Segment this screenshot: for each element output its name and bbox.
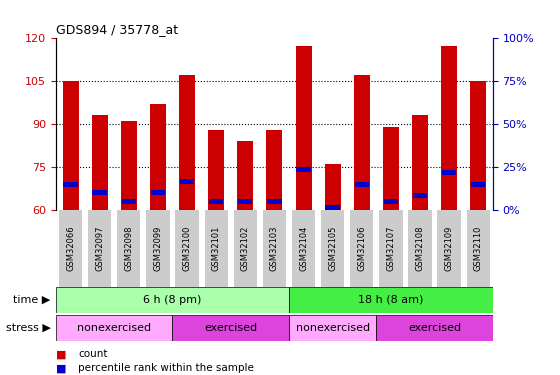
Bar (209, 199, 223, 204)
Bar (208, 129, 224, 210)
Text: GDS894 / 35778_at: GDS894 / 35778_at (56, 23, 178, 36)
Bar (121, 121, 137, 210)
Bar (325, 204, 340, 210)
Text: nonexercised: nonexercised (296, 323, 370, 333)
Bar (122, 199, 136, 204)
Bar (470, 81, 486, 210)
Bar (325, 164, 340, 210)
Bar (413, 193, 427, 198)
Bar (412, 115, 428, 210)
Text: GSM32109: GSM32109 (445, 226, 454, 271)
FancyBboxPatch shape (376, 315, 493, 341)
Text: GSM32106: GSM32106 (357, 226, 366, 271)
FancyBboxPatch shape (88, 210, 111, 287)
Text: time ▶: time ▶ (13, 295, 50, 305)
Bar (151, 190, 165, 195)
Text: GSM32097: GSM32097 (95, 226, 104, 271)
Bar (237, 141, 253, 210)
Text: 6 h (8 pm): 6 h (8 pm) (143, 295, 202, 305)
FancyBboxPatch shape (117, 210, 141, 287)
Text: count: count (78, 350, 108, 359)
Text: GSM32108: GSM32108 (416, 226, 424, 271)
FancyBboxPatch shape (263, 210, 286, 287)
Text: GSM32100: GSM32100 (183, 226, 192, 271)
Bar (384, 199, 398, 204)
Text: GSM32066: GSM32066 (66, 226, 75, 271)
Text: GSM32104: GSM32104 (299, 226, 308, 271)
FancyBboxPatch shape (56, 315, 172, 341)
Text: ■: ■ (56, 363, 67, 373)
FancyBboxPatch shape (379, 210, 403, 287)
Bar (354, 182, 369, 187)
FancyBboxPatch shape (289, 315, 376, 341)
Text: exercised: exercised (204, 323, 257, 333)
Text: nonexercised: nonexercised (77, 323, 151, 333)
FancyBboxPatch shape (59, 210, 82, 287)
Bar (92, 190, 107, 195)
Text: exercised: exercised (408, 323, 461, 333)
Text: GSM32107: GSM32107 (386, 226, 395, 271)
Text: stress ▶: stress ▶ (6, 323, 50, 333)
Text: GSM32103: GSM32103 (270, 226, 279, 271)
FancyBboxPatch shape (172, 315, 289, 341)
Text: 18 h (8 am): 18 h (8 am) (358, 295, 423, 305)
Bar (442, 170, 456, 175)
Bar (441, 46, 457, 210)
Bar (471, 182, 486, 187)
FancyBboxPatch shape (437, 210, 461, 287)
FancyBboxPatch shape (204, 210, 228, 287)
Bar (180, 178, 194, 184)
Text: GSM32101: GSM32101 (212, 226, 221, 271)
Bar (296, 46, 311, 210)
Bar (63, 81, 78, 210)
Text: GSM32098: GSM32098 (124, 226, 133, 271)
Text: GSM32105: GSM32105 (328, 226, 337, 271)
FancyBboxPatch shape (321, 210, 344, 287)
FancyBboxPatch shape (234, 210, 257, 287)
Bar (92, 115, 108, 210)
FancyBboxPatch shape (175, 210, 199, 287)
Bar (296, 167, 311, 172)
Text: ■: ■ (56, 350, 67, 359)
Bar (63, 182, 78, 187)
FancyBboxPatch shape (289, 287, 493, 313)
Bar (354, 75, 370, 210)
Text: percentile rank within the sample: percentile rank within the sample (78, 363, 254, 373)
FancyBboxPatch shape (292, 210, 315, 287)
FancyBboxPatch shape (56, 287, 289, 313)
FancyBboxPatch shape (350, 210, 374, 287)
Bar (267, 199, 282, 204)
Text: GSM32110: GSM32110 (474, 226, 483, 271)
Bar (238, 199, 253, 204)
Bar (383, 127, 399, 210)
Text: GSM32099: GSM32099 (153, 226, 162, 271)
FancyBboxPatch shape (146, 210, 170, 287)
Bar (150, 104, 166, 210)
FancyBboxPatch shape (466, 210, 490, 287)
Bar (267, 129, 282, 210)
FancyBboxPatch shape (408, 210, 432, 287)
Bar (179, 75, 195, 210)
Text: GSM32102: GSM32102 (241, 226, 250, 271)
